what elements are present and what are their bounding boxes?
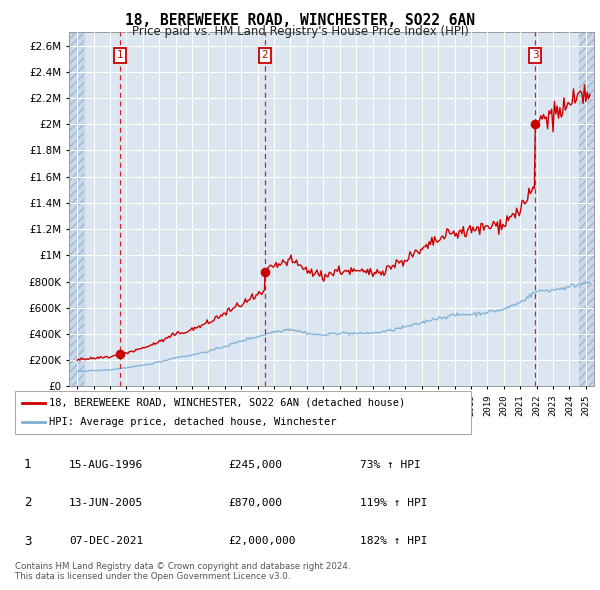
Point bbox=[115, 350, 125, 359]
Text: £870,000: £870,000 bbox=[228, 498, 282, 508]
Text: Contains HM Land Registry data © Crown copyright and database right 2024.
This d: Contains HM Land Registry data © Crown c… bbox=[15, 562, 350, 581]
Text: 182% ↑ HPI: 182% ↑ HPI bbox=[360, 536, 427, 546]
Text: 15-AUG-1996: 15-AUG-1996 bbox=[69, 460, 143, 470]
Text: 3: 3 bbox=[24, 535, 31, 548]
Text: 2: 2 bbox=[262, 51, 268, 60]
Text: £245,000: £245,000 bbox=[228, 460, 282, 470]
Text: 3: 3 bbox=[532, 51, 539, 60]
Text: £2,000,000: £2,000,000 bbox=[228, 536, 296, 546]
Text: 1: 1 bbox=[24, 458, 31, 471]
Text: 73% ↑ HPI: 73% ↑ HPI bbox=[360, 460, 421, 470]
Text: 1: 1 bbox=[117, 51, 124, 60]
Text: 07-DEC-2021: 07-DEC-2021 bbox=[69, 536, 143, 546]
FancyBboxPatch shape bbox=[15, 391, 471, 434]
Text: 2: 2 bbox=[24, 496, 31, 510]
Text: HPI: Average price, detached house, Winchester: HPI: Average price, detached house, Winc… bbox=[49, 417, 337, 427]
Text: 119% ↑ HPI: 119% ↑ HPI bbox=[360, 498, 427, 508]
Bar bbox=[579, 32, 594, 386]
Point bbox=[530, 120, 540, 129]
Text: 13-JUN-2005: 13-JUN-2005 bbox=[69, 498, 143, 508]
Text: 18, BEREWEEKE ROAD, WINCHESTER, SO22 6AN: 18, BEREWEEKE ROAD, WINCHESTER, SO22 6AN bbox=[125, 13, 475, 28]
Text: Price paid vs. HM Land Registry's House Price Index (HPI): Price paid vs. HM Land Registry's House … bbox=[131, 25, 469, 38]
Text: 18, BEREWEEKE ROAD, WINCHESTER, SO22 6AN (detached house): 18, BEREWEEKE ROAD, WINCHESTER, SO22 6AN… bbox=[49, 398, 406, 408]
Bar bbox=[69, 32, 84, 386]
Point bbox=[260, 268, 270, 277]
